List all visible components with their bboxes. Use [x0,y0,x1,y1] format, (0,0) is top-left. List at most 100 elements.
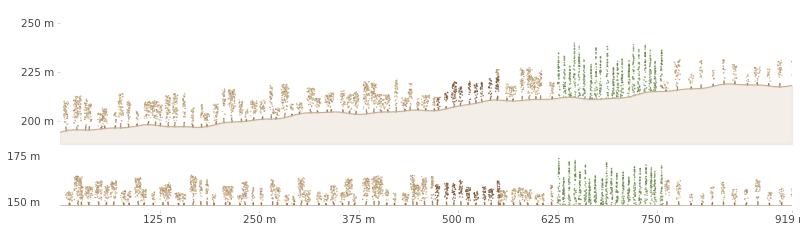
Point [350,99,363,103]
Point [145,105,158,109]
Point [106,182,118,186]
Point [583,181,596,185]
Point [362,80,375,84]
Point [227,88,240,92]
Point [415,183,428,187]
Point [59,113,72,117]
Point [362,92,374,96]
Point [661,202,674,206]
Point [514,186,526,190]
Point [314,101,326,105]
Point [337,104,350,108]
Point [148,107,161,111]
Point [362,180,375,183]
Point [778,195,790,199]
Point [502,92,515,95]
Point [578,76,590,80]
Point [118,192,130,196]
Point [101,119,114,123]
Point [589,174,602,178]
Point [601,72,614,76]
Point [357,190,370,193]
Point [96,117,109,121]
Point [410,192,423,196]
Point [717,184,730,188]
Point [347,198,360,202]
Point [649,88,662,92]
Point [607,75,620,79]
Point [302,195,315,199]
Point [218,98,231,102]
Point [70,180,82,184]
Point [600,181,613,184]
Point [93,188,106,192]
Point [476,81,489,85]
Point [624,95,637,99]
Point [509,84,522,88]
Point [600,175,613,179]
Point [454,87,467,91]
Point [578,175,591,179]
Point [570,197,582,201]
Point [574,173,586,177]
Point [341,184,354,188]
Point [209,106,222,110]
Point [644,51,657,55]
Point [613,89,626,93]
Point [600,161,613,165]
Point [304,97,317,101]
Point [178,123,190,127]
Point [225,197,238,201]
Point [498,197,511,201]
Point [360,201,373,205]
Point [580,188,593,192]
Point [578,74,590,78]
Point [256,116,269,120]
Point [659,86,672,90]
Point [338,102,351,106]
Point [528,87,541,91]
Point [530,77,543,81]
Point [633,190,646,193]
Point [596,183,609,187]
Point [718,189,730,193]
Point [590,62,602,66]
Point [138,190,150,194]
Point [340,186,353,190]
Point [462,201,474,205]
Point [420,190,433,194]
Point [728,198,741,202]
Point [655,178,668,182]
Point [622,177,635,181]
Point [404,93,417,97]
Point [655,62,668,66]
Point [521,78,534,81]
Point [366,92,379,96]
Point [338,191,350,195]
Point [336,195,349,199]
Point [530,92,542,96]
Point [403,92,416,96]
Point [390,104,402,108]
Point [142,110,155,114]
Point [153,105,166,109]
Point [362,106,375,110]
Point [362,177,375,181]
Point [254,195,267,199]
Point [430,99,443,103]
Point [601,64,614,68]
Point [748,71,761,74]
Point [374,183,386,187]
Point [552,75,565,79]
Point [644,61,657,65]
Point [595,201,608,205]
Point [270,112,283,116]
Point [335,193,348,197]
Point [169,94,182,98]
Point [520,197,533,201]
Point [350,195,362,199]
Point [509,189,522,193]
Point [277,91,290,95]
Point [407,184,420,188]
Point [418,178,430,182]
